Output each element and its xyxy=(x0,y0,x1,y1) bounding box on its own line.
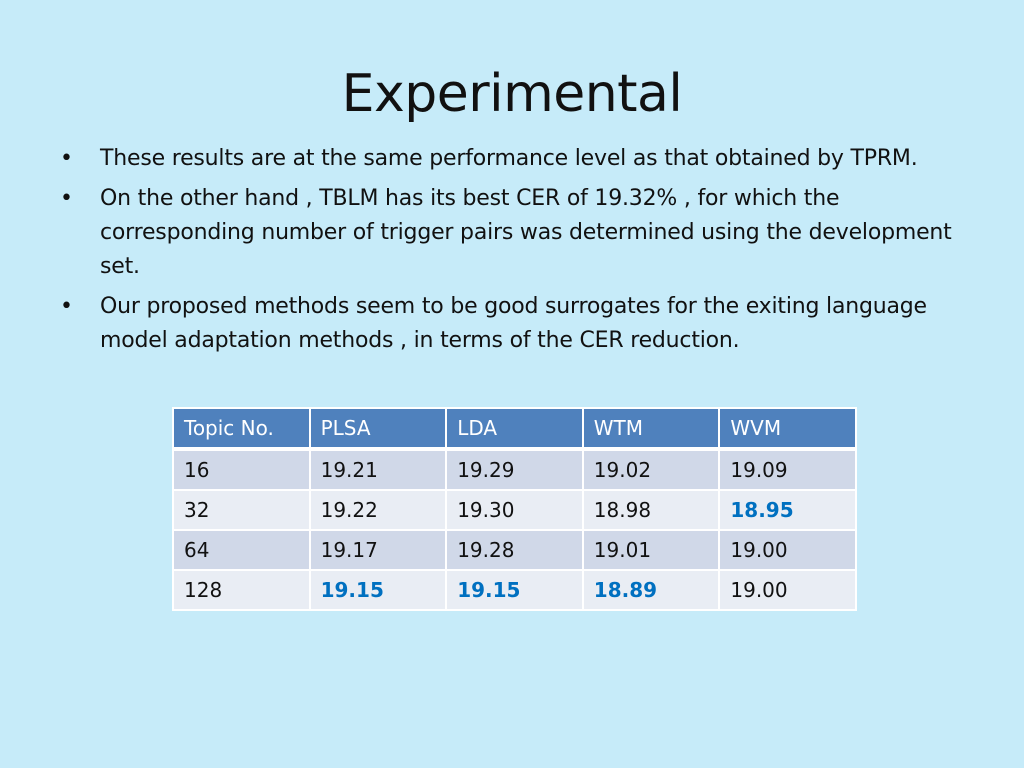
table-cell: 16 xyxy=(172,448,311,491)
bullet-item: • Our proposed methods seem to be good s… xyxy=(58,290,988,358)
table-row: 32 19.22 19.30 18.98 18.95 xyxy=(172,489,857,531)
table-cell-highlighted: 18.95 xyxy=(718,489,857,531)
slide-title: Experimental xyxy=(341,64,683,124)
header-wtm: WTM xyxy=(581,407,721,451)
table-row: 128 19.15 19.15 18.89 19.00 xyxy=(172,569,857,611)
header-plsa: PLSA xyxy=(308,407,448,451)
table-row: 64 19.17 19.28 19.01 19.00 xyxy=(172,529,857,571)
table-cell: 19.30 xyxy=(445,489,584,531)
table-cell: 19.00 xyxy=(718,529,857,571)
table-cell: 19.22 xyxy=(308,489,448,531)
header-lda: LDA xyxy=(445,407,584,451)
table-cell: 19.17 xyxy=(308,529,448,571)
table-row: 16 19.21 19.29 19.02 19.09 xyxy=(172,448,857,491)
bullet-icon: • xyxy=(60,146,73,171)
table-cell: 19.01 xyxy=(581,529,721,571)
bullet-item: • These results are at the same performa… xyxy=(58,142,988,176)
bullet-text: Our proposed methods seem to be good sur… xyxy=(100,294,927,353)
table-cell: 19.02 xyxy=(581,448,721,491)
table-cell: 64 xyxy=(172,529,311,571)
bullet-icon: • xyxy=(60,186,73,211)
bullet-text: On the other hand , TBLM has its best CE… xyxy=(100,186,952,279)
bullet-text: These results are at the same performanc… xyxy=(100,146,918,171)
bullet-item: • On the other hand , TBLM has its best … xyxy=(58,182,988,284)
results-table: Topic No. PLSA LDA WTM WVM 16 19.21 19.2… xyxy=(172,407,857,611)
table-cell: 128 xyxy=(172,569,311,611)
table-cell: 19.09 xyxy=(718,448,857,491)
table-header-row: Topic No. PLSA LDA WTM WVM xyxy=(172,407,857,451)
table-cell-highlighted: 19.15 xyxy=(308,569,448,611)
table-cell: 19.00 xyxy=(718,569,857,611)
table-cell-highlighted: 18.89 xyxy=(581,569,721,611)
table-cell: 19.28 xyxy=(445,529,584,571)
bullet-icon: • xyxy=(60,294,73,319)
table-cell-highlighted: 19.15 xyxy=(445,569,584,611)
table-cell: 32 xyxy=(172,489,311,531)
results-table-container: Topic No. PLSA LDA WTM WVM 16 19.21 19.2… xyxy=(172,407,857,611)
bullet-list: • These results are at the same performa… xyxy=(58,142,988,364)
table-cell: 19.29 xyxy=(445,448,584,491)
header-wvm: WVM xyxy=(718,407,857,451)
table-cell: 18.98 xyxy=(581,489,721,531)
header-topic-no: Topic No. xyxy=(172,407,311,451)
table-cell: 19.21 xyxy=(308,448,448,491)
